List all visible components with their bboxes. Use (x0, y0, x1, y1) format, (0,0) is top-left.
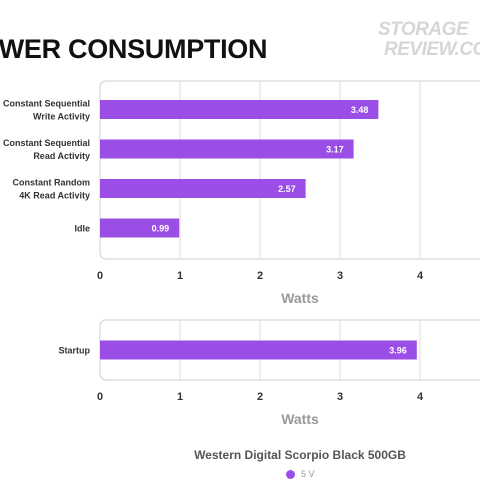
activity-tick-label: 1 (177, 270, 183, 282)
activity-bar-value-label: 0.99 (152, 224, 170, 234)
legend-swatch (286, 469, 295, 479)
activity-category-label: Constant Sequential (3, 138, 90, 148)
activity-bar (100, 218, 180, 238)
startup-tick-label: 4 (417, 391, 424, 403)
power-chart-startup: 0 1 2 3 4 Watts 3.96 Startup (59, 319, 480, 427)
startup-tick-label: 2 (257, 391, 263, 403)
activity-tick-label: 3 (337, 270, 343, 282)
activity-category-label: Constant Sequential (3, 99, 90, 109)
footer-drive-name: Western Digital Scorpio Black 500GB (194, 448, 406, 462)
activity-bar-value-label: 3.17 (326, 145, 344, 155)
activity-bar (100, 100, 379, 119)
legend: 5 V (286, 469, 315, 479)
activity-category-label: Constant Random (13, 178, 91, 188)
activity-x-axis-label: Watts (281, 290, 319, 306)
activity-plot-frame (99, 80, 480, 260)
startup-tick-label: 1 (177, 391, 183, 403)
activity-tick-label: 2 (257, 270, 263, 282)
activity-bar (100, 179, 306, 198)
activity-category-label: Idle (74, 224, 90, 234)
activity-bar-value-label: 2.57 (278, 184, 296, 194)
startup-tick-label: 0 (97, 391, 103, 403)
startup-bar-value-label: 3.96 (389, 346, 407, 356)
logo-line-2: REVIEW.CO (384, 39, 480, 60)
storagereview-logo: STORAGE REVIEW.CO (378, 20, 480, 64)
legend-label: 5 V (301, 469, 315, 479)
startup-category-label: Startup (59, 346, 91, 356)
logo-line-1: STORAGE (378, 19, 469, 40)
activity-bar (100, 139, 354, 159)
activity-category-label: Write Activity (33, 112, 90, 122)
activity-category-label: Read Activity (33, 151, 90, 161)
startup-bar (100, 340, 417, 360)
activity-tick-label: 4 (417, 270, 424, 282)
activity-bar-value-label: 3.48 (351, 105, 369, 115)
chart-title: OWER CONSUMPTION (0, 34, 268, 64)
power-chart-activity: 0 1 2 3 4 Watts 3.48 Constant Sequential Write A… (3, 80, 480, 306)
activity-category-label: 4K Read Activity (19, 191, 90, 201)
activity-tick-label: 0 (97, 270, 103, 282)
startup-x-axis-label: Watts (281, 411, 319, 427)
startup-tick-label: 3 (337, 391, 343, 403)
